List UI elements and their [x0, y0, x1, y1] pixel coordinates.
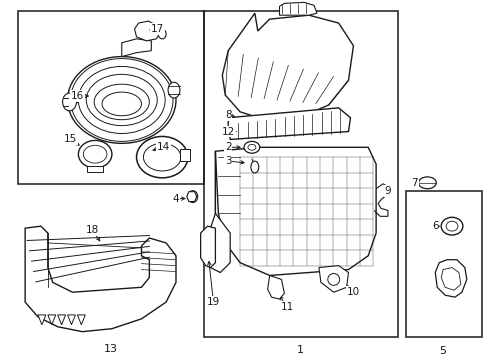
Polygon shape — [279, 3, 316, 15]
Text: 11: 11 — [280, 302, 293, 312]
Polygon shape — [67, 315, 75, 325]
Text: 9: 9 — [384, 186, 390, 196]
Polygon shape — [434, 260, 466, 297]
Text: 13: 13 — [103, 345, 118, 355]
Ellipse shape — [440, 217, 462, 235]
Polygon shape — [77, 315, 85, 325]
Polygon shape — [58, 315, 65, 325]
Polygon shape — [318, 266, 348, 292]
Text: 10: 10 — [346, 287, 359, 297]
Text: 7: 7 — [410, 178, 417, 188]
Ellipse shape — [62, 93, 76, 111]
Ellipse shape — [168, 82, 180, 98]
Text: 17: 17 — [150, 24, 163, 34]
Polygon shape — [186, 192, 196, 202]
Polygon shape — [210, 151, 230, 273]
Polygon shape — [122, 39, 151, 57]
Text: 1: 1 — [296, 346, 303, 355]
Text: 4: 4 — [172, 194, 179, 203]
Polygon shape — [200, 226, 215, 267]
Text: 12: 12 — [221, 126, 234, 136]
Polygon shape — [222, 13, 353, 120]
Polygon shape — [228, 108, 350, 139]
Ellipse shape — [250, 161, 258, 173]
Text: 19: 19 — [206, 297, 220, 307]
Polygon shape — [215, 147, 375, 275]
Text: 3: 3 — [224, 156, 231, 166]
Text: 14: 14 — [156, 142, 169, 152]
Polygon shape — [180, 149, 189, 161]
Polygon shape — [267, 275, 284, 299]
Polygon shape — [25, 226, 176, 332]
Text: 8: 8 — [224, 110, 231, 120]
Polygon shape — [134, 21, 160, 41]
Text: 15: 15 — [64, 134, 77, 144]
Text: 2: 2 — [224, 142, 231, 152]
Text: 18: 18 — [85, 225, 99, 235]
Ellipse shape — [158, 29, 166, 39]
Text: 16: 16 — [71, 91, 84, 101]
Ellipse shape — [187, 191, 197, 203]
Ellipse shape — [418, 177, 435, 189]
Polygon shape — [87, 166, 103, 172]
Text: 6: 6 — [431, 221, 438, 231]
Polygon shape — [48, 315, 56, 325]
Text: 5: 5 — [439, 346, 446, 356]
Ellipse shape — [244, 141, 259, 153]
Polygon shape — [38, 315, 46, 325]
